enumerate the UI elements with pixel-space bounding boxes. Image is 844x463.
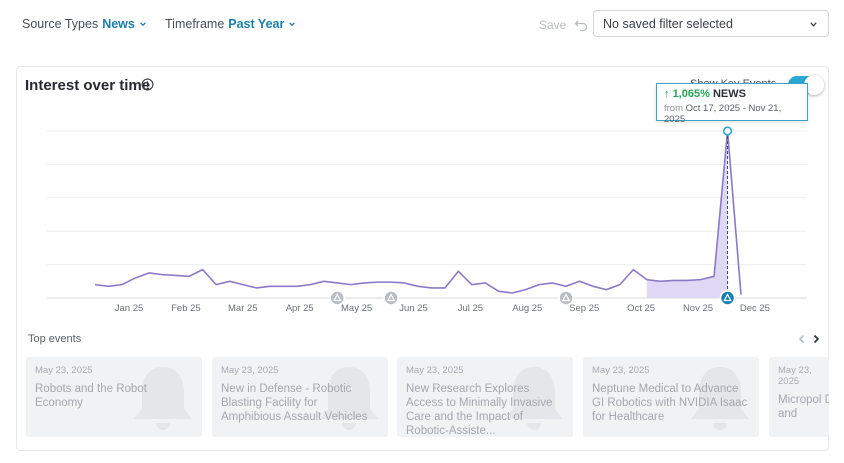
interest-card: Interest over time Show Key Events Jan 2… bbox=[16, 66, 829, 451]
tooltip-headline: ↑ 1,065% NEWS bbox=[664, 88, 800, 100]
x-tick-label: Nov 25 bbox=[683, 303, 713, 314]
chevron-down-icon bbox=[140, 22, 146, 27]
event-title: New in Defense - Robotic Blasting Facili… bbox=[221, 383, 368, 423]
event-date: May 23, 2025 bbox=[406, 365, 464, 376]
peak-point bbox=[722, 126, 733, 136]
source-types-value: News bbox=[102, 17, 135, 31]
event-card[interactable]: May 23, 2025 New Research Explores Acces… bbox=[397, 357, 573, 437]
x-tick-label: Jan 25 bbox=[115, 303, 144, 314]
source-types-label: Source Types bbox=[22, 17, 99, 31]
key-event-icon bbox=[333, 293, 342, 302]
series-line bbox=[94, 130, 742, 295]
event-title: New Research Explores Access to Minimall… bbox=[406, 383, 553, 437]
source-types-filter[interactable]: Source Types News bbox=[22, 17, 147, 31]
chevron-left-icon[interactable] bbox=[797, 334, 807, 344]
x-tick-label: Aug 25 bbox=[512, 303, 542, 314]
timeframe-value: Past Year bbox=[228, 17, 285, 31]
key-event-marker bbox=[558, 290, 574, 306]
timeframe-label: Timeframe bbox=[165, 17, 225, 31]
x-tick-label: Dec 25 bbox=[740, 303, 770, 314]
chevron-right-icon[interactable] bbox=[811, 334, 821, 344]
event-date: May 23, 2025 bbox=[592, 365, 650, 376]
event-title: Micropol Deliver A (AI) and bbox=[778, 394, 829, 420]
save-button[interactable]: Save bbox=[539, 18, 588, 32]
undo-icon bbox=[574, 20, 588, 32]
bell-icon bbox=[505, 367, 563, 430]
saved-filter-value: No saved filter selected bbox=[603, 17, 733, 31]
event-title: Neptune Medical to Advance GI Robotics w… bbox=[592, 383, 748, 423]
x-tick-label: Sep 25 bbox=[569, 303, 599, 314]
tooltip-percent: 1,065% bbox=[672, 88, 710, 100]
tooltip-range: from Oct 17, 2025 - Nov 21, 2025 bbox=[664, 103, 800, 125]
card-title: Interest over time bbox=[25, 77, 151, 94]
event-card[interactable]: May 23, 2025 New in Defense - Robotic Bl… bbox=[212, 357, 388, 437]
event-card[interactable]: May 23, 2025 Neptune Medical to Advance … bbox=[583, 357, 759, 437]
key-event-marker bbox=[719, 290, 736, 306]
key-event-icon bbox=[561, 293, 571, 302]
key-event-icon bbox=[386, 293, 396, 302]
chart-tooltip: ↑ 1,065% NEWS from Oct 17, 2025 - Nov 21… bbox=[656, 83, 808, 125]
tooltip-from-label: from bbox=[664, 103, 683, 114]
bell-icon bbox=[134, 367, 192, 430]
interest-chart: Jan 25 Feb 25 Mar 25 Apr 25 May 25 Jun 25 Jul … bbox=[47, 126, 807, 314]
event-card[interactable]: May 23, 2025 Micropol Deliver A (AI) and bbox=[769, 357, 829, 437]
chevron-down-icon bbox=[289, 22, 296, 27]
chevron-down-icon bbox=[810, 22, 817, 27]
x-tick-label: May 25 bbox=[341, 303, 372, 314]
top-events-heading: Top events bbox=[28, 333, 82, 345]
x-tick-label: Oct 25 bbox=[627, 303, 655, 314]
highlight-area bbox=[646, 131, 728, 298]
event-date: May 23, 2025 bbox=[35, 365, 93, 376]
event-date: May 23, 2025 bbox=[221, 365, 279, 376]
tooltip-dates: Oct 17, 2025 - Nov 21, 2025 bbox=[664, 103, 782, 125]
event-date: May 23, 2025 bbox=[778, 365, 812, 387]
x-tick-label: Feb 25 bbox=[171, 303, 201, 314]
key-event-marker bbox=[383, 290, 399, 306]
event-card[interactable]: May 23, 2025 Robots and the Robot Econom… bbox=[26, 357, 202, 437]
saved-filter-select[interactable]: No saved filter selected bbox=[593, 10, 829, 37]
x-tick-label: Jul 25 bbox=[458, 303, 483, 314]
tooltip-arrow-up-icon: ↑ bbox=[664, 88, 670, 100]
info-icon[interactable] bbox=[141, 78, 154, 91]
x-tick-label: Mar 25 bbox=[228, 303, 258, 314]
key-event-marker bbox=[329, 290, 345, 306]
tooltip-source: NEWS bbox=[712, 88, 746, 100]
bell-icon bbox=[691, 367, 749, 430]
key-event-icon bbox=[723, 293, 732, 302]
timeframe-filter[interactable]: Timeframe Past Year bbox=[165, 17, 296, 31]
x-tick-label: Apr 25 bbox=[286, 303, 314, 314]
bell-icon bbox=[320, 367, 378, 430]
event-title: Robots and the Robot Economy bbox=[35, 383, 147, 409]
toggle-knob bbox=[804, 75, 824, 95]
save-label: Save bbox=[539, 18, 567, 32]
x-tick-label: Jun 25 bbox=[399, 303, 428, 314]
